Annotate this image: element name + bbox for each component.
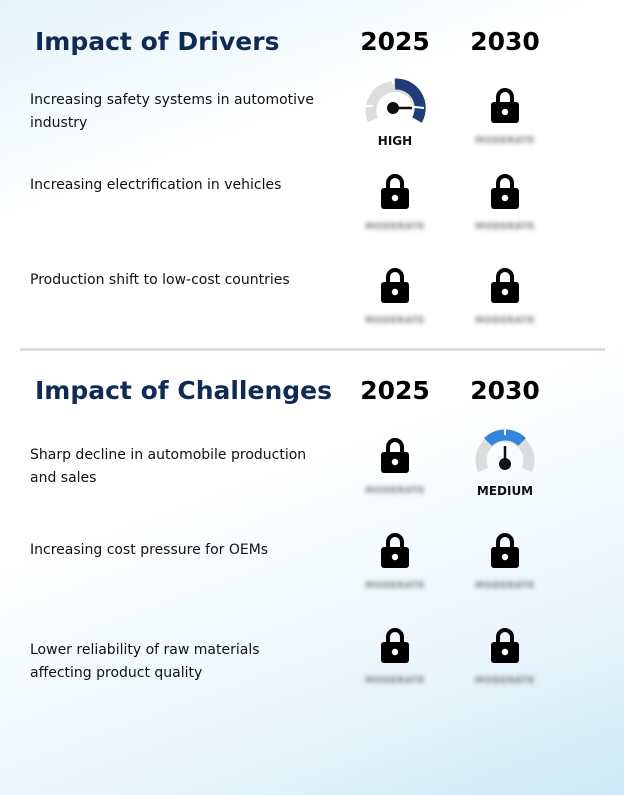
locked-value-label: MODERATE bbox=[475, 136, 535, 146]
drivers-title: Impact of Drivers bbox=[35, 27, 280, 56]
challenge-row-3-2025-cell: MODERATE bbox=[340, 626, 450, 696]
gauge-icon bbox=[364, 78, 426, 134]
challenge-row-1-2030-cell: MEDIUM bbox=[450, 428, 560, 498]
lock-icon bbox=[490, 266, 520, 304]
locked-value-label: MODERATE bbox=[365, 222, 425, 232]
locked-value-label: MODERATE bbox=[475, 581, 535, 591]
driver-row-2-label: Increasing electrification in vehicles bbox=[30, 177, 282, 193]
gauge-level-label: HIGH bbox=[377, 134, 413, 148]
driver-row-3-2025-cell: MODERATE bbox=[340, 266, 450, 336]
challenge-row-2-2030-cell: MODERATE bbox=[450, 531, 560, 601]
drivers-year-2025: 2025 bbox=[360, 27, 430, 56]
lock-icon bbox=[490, 531, 520, 569]
driver-row-1-2030-cell: MODERATE bbox=[450, 86, 560, 156]
locked-value-label: MODERATE bbox=[475, 316, 535, 326]
lock-icon bbox=[490, 172, 520, 210]
gauge-level-label: MEDIUM bbox=[476, 484, 534, 498]
lock-icon bbox=[380, 531, 410, 569]
lock-icon bbox=[380, 436, 410, 474]
challenge-row-2-label: Increasing cost pressure for OEMs bbox=[30, 542, 269, 558]
challenge-row-1-label: Sharp decline in automobile production a… bbox=[30, 447, 307, 486]
challenge-row-1-2025-cell: MODERATE bbox=[340, 436, 450, 506]
section-divider bbox=[20, 348, 605, 351]
lock-icon bbox=[380, 172, 410, 210]
driver-row-1-2025-cell: HIGH bbox=[340, 78, 450, 148]
drivers-year-2030: 2030 bbox=[470, 27, 540, 56]
lock-icon bbox=[380, 266, 410, 304]
challenges-year-2025: 2025 bbox=[360, 376, 430, 405]
challenges-year-2030: 2030 bbox=[470, 376, 540, 405]
locked-value-label: MODERATE bbox=[365, 676, 425, 686]
locked-value-label: MODERATE bbox=[365, 486, 425, 496]
challenge-row-3-label: Lower reliability of raw materials affec… bbox=[30, 642, 260, 681]
driver-row-2-2025-cell: MODERATE bbox=[340, 172, 450, 242]
lock-icon bbox=[490, 626, 520, 664]
driver-row-3-2030-cell: MODERATE bbox=[450, 266, 560, 336]
locked-value-label: MODERATE bbox=[365, 316, 425, 326]
locked-value-label: MODERATE bbox=[475, 676, 535, 686]
locked-value-label: MODERATE bbox=[475, 222, 535, 232]
locked-value-label: MODERATE bbox=[365, 581, 425, 591]
lock-icon bbox=[380, 626, 410, 664]
challenge-row-3-2030-cell: MODERATE bbox=[450, 626, 560, 696]
lock-icon bbox=[490, 86, 520, 124]
driver-row-1-label: Increasing safety systems in automotive … bbox=[30, 92, 314, 131]
driver-row-2-2030-cell: MODERATE bbox=[450, 172, 560, 242]
gauge-icon bbox=[474, 428, 536, 484]
challenge-row-2-2025-cell: MODERATE bbox=[340, 531, 450, 601]
challenges-title: Impact of Challenges bbox=[35, 376, 332, 405]
driver-row-3-label: Production shift to low-cost countries bbox=[30, 272, 290, 288]
